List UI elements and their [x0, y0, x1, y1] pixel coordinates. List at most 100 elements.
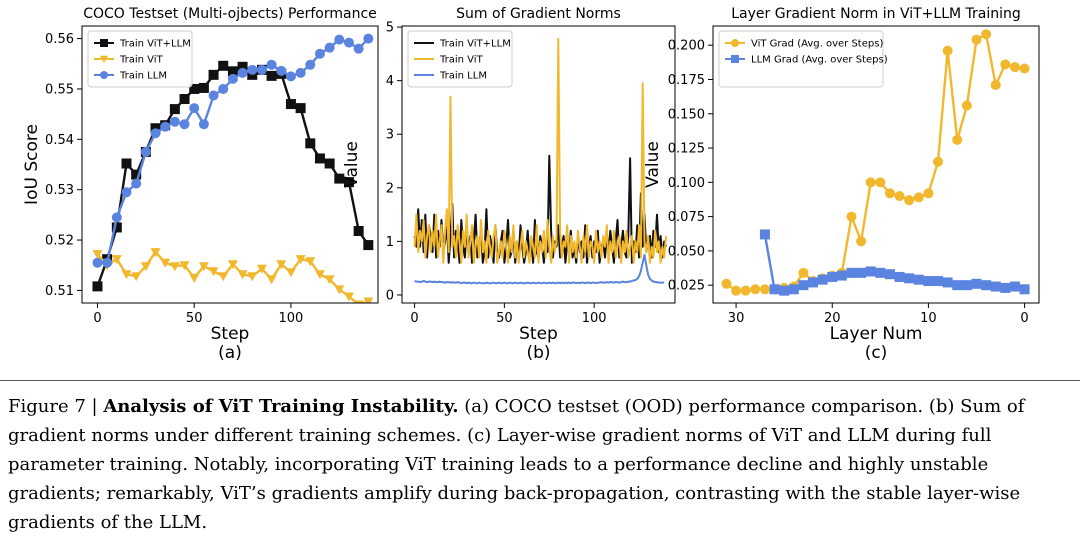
data-point — [952, 280, 963, 291]
data-point — [894, 271, 905, 282]
data-point — [150, 128, 161, 139]
legend-label: LLM Grad (Avg. over Steps) — [751, 55, 888, 66]
x-tick-label: 0 — [93, 311, 101, 326]
data-point — [913, 192, 924, 203]
axes-frame — [401, 25, 676, 304]
data-point — [121, 158, 132, 169]
y-tick-label: 5 — [386, 21, 394, 36]
data-point — [266, 70, 277, 81]
data-point — [256, 264, 267, 274]
data-point — [324, 158, 335, 169]
y-tick-label: 0.175 — [668, 73, 705, 88]
data-point — [111, 255, 122, 265]
series-line-2 — [414, 253, 665, 285]
chart-2: 30 20 10 0 0.025 0.050 0.075 0.100 0.125 0.150 0.1… — [643, 6, 1040, 363]
y-tick-label: 0.51 — [45, 284, 74, 299]
data-point — [324, 42, 335, 53]
x-axis-label: Layer Num — [830, 324, 923, 344]
data-point — [353, 43, 364, 54]
data-point — [131, 169, 142, 180]
y-tick-label: 3 — [386, 128, 394, 143]
y-tick-label: 0.54 — [45, 133, 74, 148]
data-point — [179, 94, 190, 105]
data-point — [256, 64, 267, 75]
legend: Train ViT+LLM Train ViT Train LLM — [87, 30, 193, 88]
data-point — [285, 71, 296, 82]
legend-label: Train ViT+LLM — [119, 39, 191, 50]
data-point — [92, 250, 103, 260]
data-point — [227, 260, 238, 270]
data-point — [1019, 284, 1030, 295]
y-tick-label: 0.100 — [668, 176, 705, 191]
data-point — [334, 173, 345, 184]
subfigure-label: (a) — [218, 343, 242, 363]
legend-marker — [731, 55, 739, 63]
data-point — [933, 156, 944, 167]
y-axis-label: IoU Score — [22, 124, 42, 205]
data-point — [179, 261, 190, 271]
data-point — [1009, 281, 1020, 292]
data-point — [353, 225, 364, 236]
caption-title: Analysis of ViT Training Instability. — [103, 396, 459, 417]
data-point — [952, 134, 963, 145]
legend-marker — [100, 39, 108, 47]
data-point — [131, 272, 142, 282]
data-point — [990, 79, 1001, 90]
y-tick-label: 0.53 — [45, 183, 74, 198]
chart-title: Layer Gradient Norm in ViT+LLM Training — [731, 6, 1021, 22]
data-point — [343, 292, 354, 302]
legend: ViT Grad (Avg. over Steps) LLM Grad (Avg.… — [718, 30, 888, 88]
data-point — [731, 285, 742, 296]
data-point — [904, 273, 915, 284]
data-point — [276, 260, 287, 270]
data-point — [865, 177, 876, 188]
data-point — [740, 285, 751, 296]
data-point — [884, 188, 895, 199]
y-tick-label: 0.55 — [45, 82, 74, 97]
x-axis-label: Step — [519, 324, 558, 344]
data-point — [856, 236, 867, 247]
data-point — [865, 266, 876, 277]
plot-area — [92, 33, 374, 303]
data-point — [759, 229, 770, 240]
y-tick-label: 0.150 — [668, 107, 705, 122]
y-tick-label: 1 — [386, 235, 394, 250]
data-point — [189, 273, 200, 283]
data-point — [990, 281, 1001, 292]
x-axis-label: Step — [211, 324, 250, 344]
data-point — [779, 285, 790, 296]
data-point — [189, 83, 200, 94]
legend-box — [407, 30, 513, 88]
data-point — [846, 211, 857, 222]
data-point — [961, 280, 972, 291]
data-point — [363, 33, 374, 44]
x-tick-label: 0 — [410, 311, 418, 326]
data-point — [121, 270, 132, 280]
subfigure-label: (c) — [865, 343, 888, 363]
data-point — [343, 177, 354, 188]
data-point — [208, 69, 219, 80]
data-point — [208, 267, 219, 277]
data-point — [1000, 282, 1011, 293]
data-point — [140, 262, 151, 272]
data-point — [971, 34, 982, 45]
data-point — [160, 121, 171, 132]
data-point — [363, 297, 374, 303]
chart-1: 0 50 100 0 1 2 3 4 5 Sum of Gradient Norms Step(b)… — [342, 6, 676, 363]
data-point — [237, 67, 248, 78]
data-point — [247, 64, 258, 75]
data-point — [92, 281, 103, 292]
data-point — [721, 278, 732, 289]
data-point — [198, 262, 209, 272]
data-point — [305, 257, 316, 267]
caption-separator — [0, 380, 1080, 381]
data-point — [121, 187, 132, 198]
data-point — [981, 280, 992, 291]
legend-label: Train ViT+LLM — [439, 39, 511, 50]
data-point — [827, 271, 838, 282]
data-point — [769, 284, 780, 295]
data-point — [295, 103, 306, 114]
data-point — [904, 195, 915, 206]
y-tick-label: 4 — [386, 74, 394, 89]
legend-box — [718, 30, 884, 88]
